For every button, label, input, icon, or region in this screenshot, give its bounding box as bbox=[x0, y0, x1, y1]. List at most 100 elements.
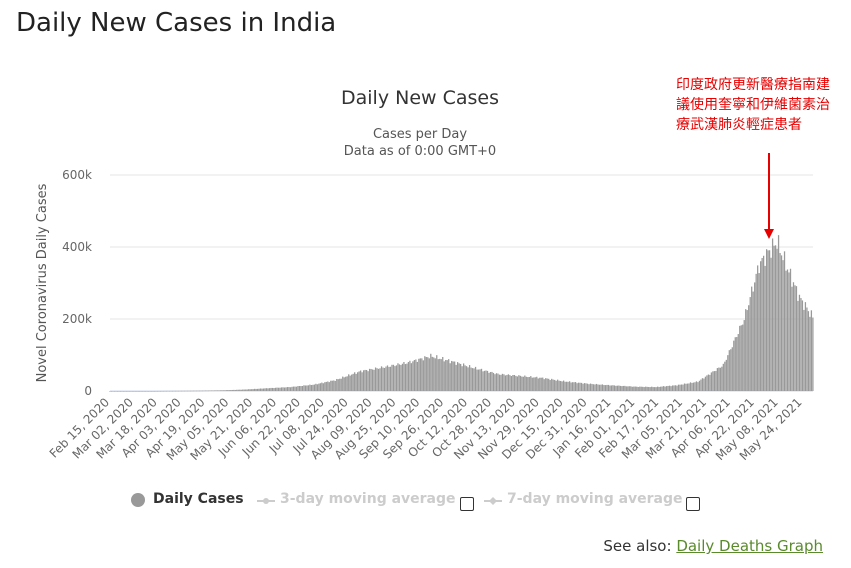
bar bbox=[695, 381, 698, 391]
bar bbox=[398, 364, 401, 391]
bar bbox=[777, 235, 780, 391]
bar bbox=[810, 310, 813, 391]
bar bbox=[274, 387, 277, 391]
bars bbox=[109, 235, 814, 392]
bar bbox=[195, 390, 198, 392]
bar bbox=[422, 360, 424, 391]
bar bbox=[176, 390, 178, 392]
bar bbox=[304, 385, 307, 391]
bar bbox=[128, 391, 130, 392]
bar bbox=[295, 386, 298, 391]
bar bbox=[682, 384, 684, 391]
bar bbox=[134, 391, 136, 392]
bar bbox=[371, 369, 374, 391]
bar bbox=[257, 388, 259, 391]
bar bbox=[109, 391, 111, 392]
bar bbox=[758, 273, 760, 391]
checkbox-3-day-average[interactable] bbox=[460, 497, 474, 511]
bar bbox=[742, 324, 744, 391]
legend-item-3-day-average[interactable]: 3-day moving average bbox=[280, 491, 456, 507]
legend-item-daily-cases[interactable]: Daily Cases bbox=[153, 491, 244, 507]
bar bbox=[136, 391, 138, 392]
see-also-label: See also: bbox=[603, 537, 672, 555]
bar bbox=[536, 376, 538, 391]
legend-item-7-day-average[interactable]: 7-day moving average bbox=[507, 491, 683, 507]
see-also: See also: Daily Deaths Graph bbox=[603, 537, 823, 555]
bar bbox=[379, 368, 381, 391]
bar bbox=[346, 376, 348, 391]
bar bbox=[680, 384, 683, 391]
daily-deaths-graph-link[interactable]: Daily Deaths Graph bbox=[676, 537, 823, 555]
bar bbox=[794, 285, 796, 391]
bar bbox=[652, 387, 654, 391]
bar bbox=[312, 384, 314, 391]
bar bbox=[598, 384, 601, 391]
bar bbox=[479, 369, 481, 391]
bar bbox=[439, 358, 441, 391]
bar bbox=[697, 382, 699, 391]
bar bbox=[142, 390, 144, 392]
bar bbox=[261, 388, 263, 391]
bar bbox=[642, 386, 644, 391]
bar bbox=[419, 358, 421, 391]
bar bbox=[674, 385, 677, 391]
bar bbox=[488, 372, 490, 391]
bar bbox=[194, 390, 196, 392]
bar bbox=[415, 359, 417, 391]
bar bbox=[480, 368, 483, 391]
bar bbox=[157, 390, 159, 392]
bar bbox=[764, 265, 766, 391]
bar bbox=[704, 376, 707, 391]
bar bbox=[534, 377, 536, 391]
bar bbox=[676, 385, 678, 391]
bar bbox=[294, 386, 296, 391]
bar bbox=[267, 388, 269, 391]
bar bbox=[574, 382, 577, 391]
bar bbox=[451, 360, 453, 391]
bar bbox=[200, 390, 202, 392]
bar bbox=[328, 382, 330, 391]
bar bbox=[391, 364, 393, 391]
bar bbox=[373, 369, 375, 391]
bar bbox=[355, 373, 357, 391]
bar bbox=[313, 384, 316, 391]
bar bbox=[677, 384, 680, 391]
bar bbox=[609, 385, 611, 391]
bar bbox=[152, 390, 154, 392]
bar bbox=[468, 365, 471, 391]
bar bbox=[524, 375, 526, 391]
bar bbox=[485, 370, 487, 391]
bar bbox=[654, 387, 656, 391]
bar bbox=[791, 286, 793, 391]
bar bbox=[368, 368, 371, 391]
bar bbox=[722, 363, 724, 391]
bar bbox=[139, 391, 141, 392]
bar bbox=[746, 310, 748, 391]
bar bbox=[383, 367, 386, 391]
bar bbox=[812, 317, 814, 391]
bar bbox=[182, 390, 184, 392]
bar bbox=[161, 390, 163, 392]
checkbox-7-day-average[interactable] bbox=[686, 497, 700, 511]
bar bbox=[392, 364, 395, 391]
bar bbox=[230, 390, 232, 391]
bar bbox=[634, 386, 636, 391]
bar bbox=[374, 367, 377, 391]
bar bbox=[358, 371, 360, 391]
bar bbox=[752, 291, 754, 391]
bar bbox=[461, 366, 463, 391]
bar bbox=[630, 386, 632, 391]
bar bbox=[137, 391, 139, 392]
bar bbox=[530, 376, 532, 391]
bar bbox=[116, 391, 118, 392]
bar bbox=[563, 380, 565, 391]
bar bbox=[713, 371, 716, 391]
bar bbox=[145, 390, 147, 392]
bar bbox=[409, 360, 411, 391]
bar bbox=[321, 382, 323, 391]
bar bbox=[348, 374, 350, 391]
bar bbox=[377, 368, 380, 391]
bar bbox=[213, 390, 216, 392]
bar bbox=[509, 375, 511, 391]
